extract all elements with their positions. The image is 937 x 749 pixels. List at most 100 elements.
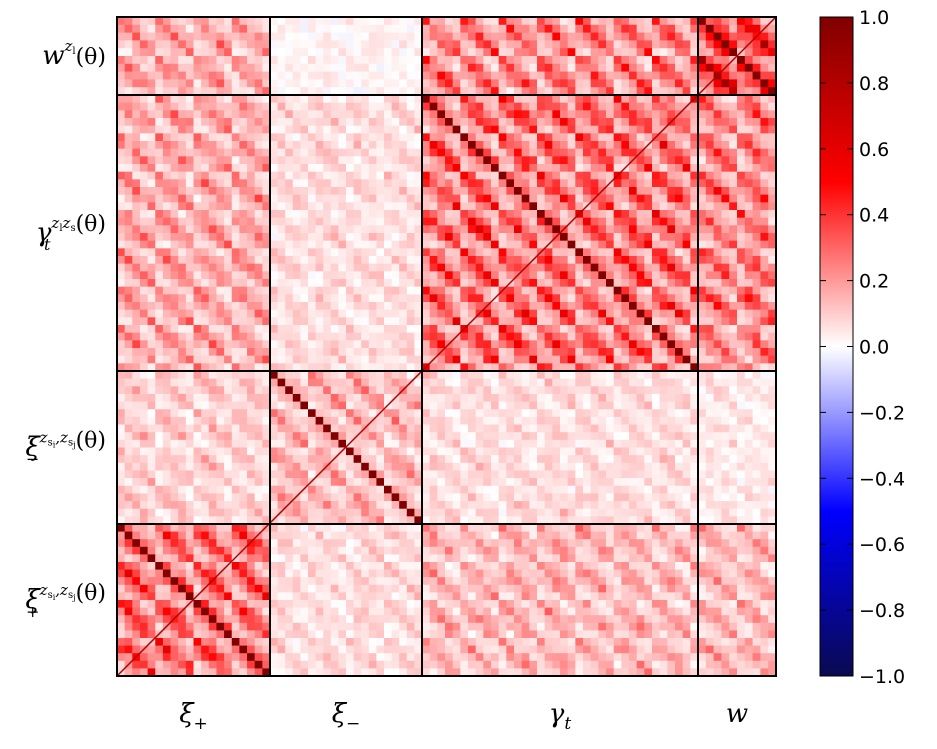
heatmap-cell: [529, 210, 538, 219]
heatmap-cell: [429, 233, 438, 242]
heatmap-cell: [254, 179, 263, 188]
heatmap-cell: [652, 71, 661, 80]
heatmap-cell: [323, 164, 332, 173]
heatmap-cell: [406, 256, 415, 265]
heatmap-cell: [414, 439, 423, 448]
heatmap-cell: [690, 386, 699, 395]
heatmap-cell: [744, 202, 753, 211]
heatmap-cell: [277, 363, 286, 372]
heatmap-cell: [155, 179, 164, 188]
heatmap-cell: [147, 79, 156, 88]
heatmap-cell: [201, 447, 210, 456]
heatmap-cell: [315, 294, 324, 303]
heatmap-cell: [315, 133, 324, 142]
heatmap-cell: [208, 87, 217, 96]
heatmap-cell: [422, 286, 431, 295]
heatmap-cell: [575, 286, 584, 295]
heatmap-cell: [552, 401, 561, 410]
heatmap-cell: [346, 348, 354, 357]
heatmap-cell: [132, 409, 141, 418]
heatmap-cell: [705, 271, 714, 280]
heatmap-cell: [406, 478, 415, 487]
heatmap-cell: [682, 202, 691, 211]
heatmap-cell: [292, 294, 301, 303]
heatmap-cell: [208, 485, 217, 494]
heatmap-cell: [629, 317, 638, 326]
heatmap-cell: [224, 248, 233, 257]
heatmap-cell: [208, 63, 217, 72]
heatmap-cell: [560, 317, 569, 326]
heatmap-cell: [178, 363, 187, 372]
heatmap-cell: [216, 348, 225, 357]
heatmap-cell: [132, 325, 141, 334]
heatmap-cell: [208, 56, 217, 65]
heatmap-cell: [636, 371, 645, 380]
heatmap-cell: [729, 148, 738, 157]
heatmap-cell: [629, 294, 638, 303]
heatmap-cell: [636, 386, 645, 395]
heatmap-cell: [353, 156, 362, 165]
heatmap-cell: [338, 171, 347, 180]
heatmap-cell: [117, 279, 126, 288]
heatmap-cell: [147, 63, 156, 72]
heatmap-cell: [491, 393, 500, 402]
heatmap-cell: [406, 48, 415, 57]
heatmap-cell: [124, 110, 133, 119]
heatmap-cell: [644, 256, 653, 265]
heatmap-cell: [567, 164, 576, 173]
heatmap-cell: [193, 179, 202, 188]
heatmap-cell: [498, 248, 507, 257]
heatmap-cell: [406, 424, 415, 433]
heatmap-cell: [621, 279, 630, 288]
heatmap-cell: [768, 286, 776, 295]
heatmap-cell: [652, 79, 661, 88]
heatmap-cell: [216, 355, 225, 364]
heatmap-cell: [575, 17, 584, 26]
heatmap-cell: [239, 325, 248, 334]
heatmap-cell: [437, 325, 446, 334]
heatmap-cell: [606, 141, 615, 150]
heatmap-cell: [376, 371, 385, 380]
heatmap-cell: [330, 501, 339, 510]
heatmap-cell: [139, 332, 148, 341]
heatmap-cell: [406, 148, 415, 157]
heatmap-cell: [185, 32, 194, 41]
heatmap-cell: [162, 455, 171, 464]
heatmap-cell: [514, 63, 523, 72]
heatmap-cell: [744, 164, 753, 173]
heatmap-cell: [590, 363, 599, 372]
heatmap-cell: [636, 271, 645, 280]
heatmap-cell: [560, 179, 569, 188]
heatmap-cell: [705, 32, 714, 41]
heatmap-cell: [170, 263, 179, 272]
heatmap-cell: [659, 340, 668, 349]
heatmap-cell: [292, 485, 301, 494]
heatmap-cell: [544, 225, 553, 234]
heatmap-cell: [346, 225, 354, 234]
heatmap-cell: [705, 110, 714, 119]
heatmap-cell: [132, 164, 141, 173]
heatmap-cell: [124, 271, 133, 280]
heatmap-cell: [437, 71, 446, 80]
heatmap-cell: [132, 355, 141, 364]
heatmap-cell: [590, 271, 599, 280]
heatmap-cell: [583, 332, 592, 341]
heatmap-cell: [346, 240, 354, 249]
heatmap-cell: [147, 393, 156, 402]
heatmap-cell: [139, 48, 148, 57]
heatmap-cell: [721, 102, 730, 111]
heatmap-cell: [391, 348, 400, 357]
heatmap-cell: [247, 118, 256, 127]
heatmap-cell: [713, 194, 722, 203]
heatmap-cell: [636, 133, 645, 142]
heatmap-cell: [514, 202, 523, 211]
heatmap-cell: [139, 87, 148, 96]
heatmap-cell: [277, 424, 286, 433]
heatmap-cell: [644, 63, 653, 72]
heatmap-cell: [537, 194, 546, 203]
heatmap-cell: [330, 240, 339, 249]
heatmap-cell: [224, 309, 233, 318]
heatmap-cell: [132, 470, 141, 479]
heatmap-cell: [552, 71, 561, 80]
heatmap-cell: [239, 294, 248, 303]
